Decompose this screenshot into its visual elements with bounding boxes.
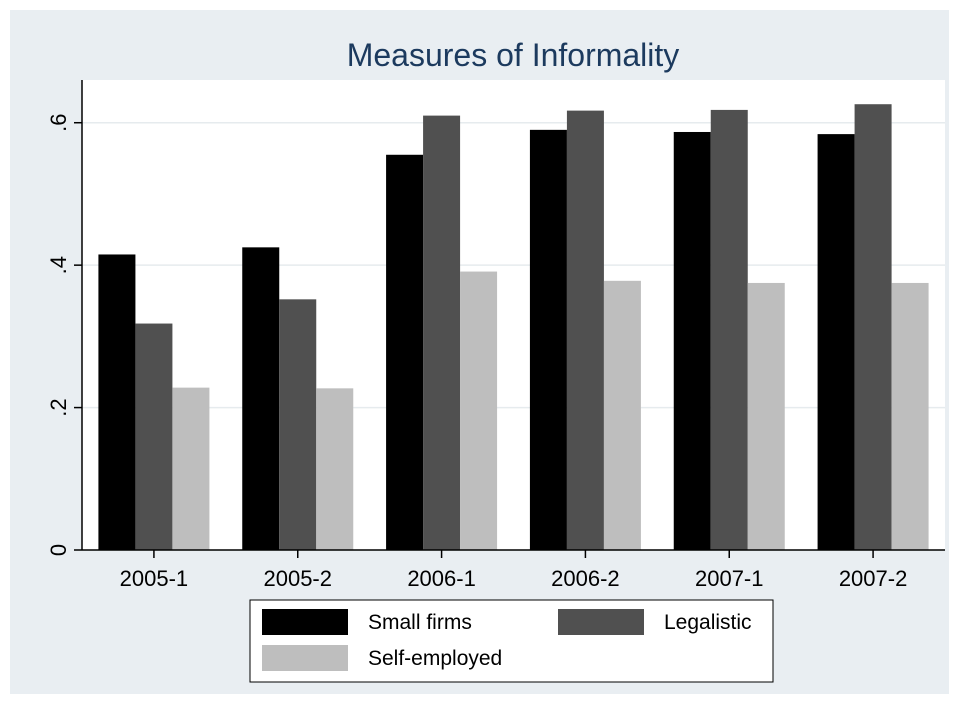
legend-label: Small firms: [368, 611, 472, 634]
legend-swatch: [558, 609, 644, 635]
y-tick-label: .6: [46, 114, 71, 132]
bar-self-employed: [316, 388, 354, 550]
bars: [98, 104, 929, 551]
x-axis-ticks: 2005-1 2005-2 2006-1 2006-2 2007-1 2007-2: [120, 550, 908, 591]
legend-label: Self-employed: [368, 647, 502, 670]
gridlines: [82, 121, 945, 409]
bar-legalistic: [566, 110, 604, 550]
legend-swatch: [262, 609, 348, 635]
bar-small-firms: [386, 154, 424, 551]
y-tick-label: .4: [46, 256, 71, 274]
y-axis-ticks: 0 .2 .4 .6: [46, 114, 82, 556]
chart-title: Measures of Informality: [347, 37, 680, 73]
y-tick-label: .2: [46, 398, 71, 416]
bar-self-employed: [603, 280, 641, 550]
x-tick-label: 2006-1: [407, 566, 476, 591]
bar-legalistic: [710, 109, 748, 550]
x-tick-label: 2005-1: [120, 566, 189, 591]
legend-swatch: [262, 645, 348, 671]
bar-small-firms: [673, 131, 711, 550]
x-tick-label: 2006-2: [551, 566, 620, 591]
bar-self-employed: [747, 282, 785, 550]
x-tick-label: 2007-1: [695, 566, 764, 591]
bar-legalistic: [279, 299, 317, 550]
bar-small-firms: [98, 254, 136, 550]
y-tick-label: 0: [46, 544, 71, 556]
bar-legalistic: [135, 323, 173, 550]
bar-small-firms: [817, 134, 855, 550]
bar-small-firms: [529, 129, 567, 550]
bar-small-firms: [242, 247, 280, 550]
legend: Small firms Legalistic Self-employed: [249, 599, 774, 683]
x-tick-label: 2005-2: [263, 566, 332, 591]
legend-label: Legalistic: [664, 611, 752, 634]
bar-self-employed: [172, 387, 210, 550]
bar-legalistic: [854, 104, 892, 550]
plot-area: [82, 80, 945, 550]
x-tick-label: 2007-2: [839, 566, 908, 591]
bar-self-employed: [460, 271, 498, 550]
bar-legalistic: [423, 115, 461, 550]
bar-self-employed: [891, 282, 929, 550]
